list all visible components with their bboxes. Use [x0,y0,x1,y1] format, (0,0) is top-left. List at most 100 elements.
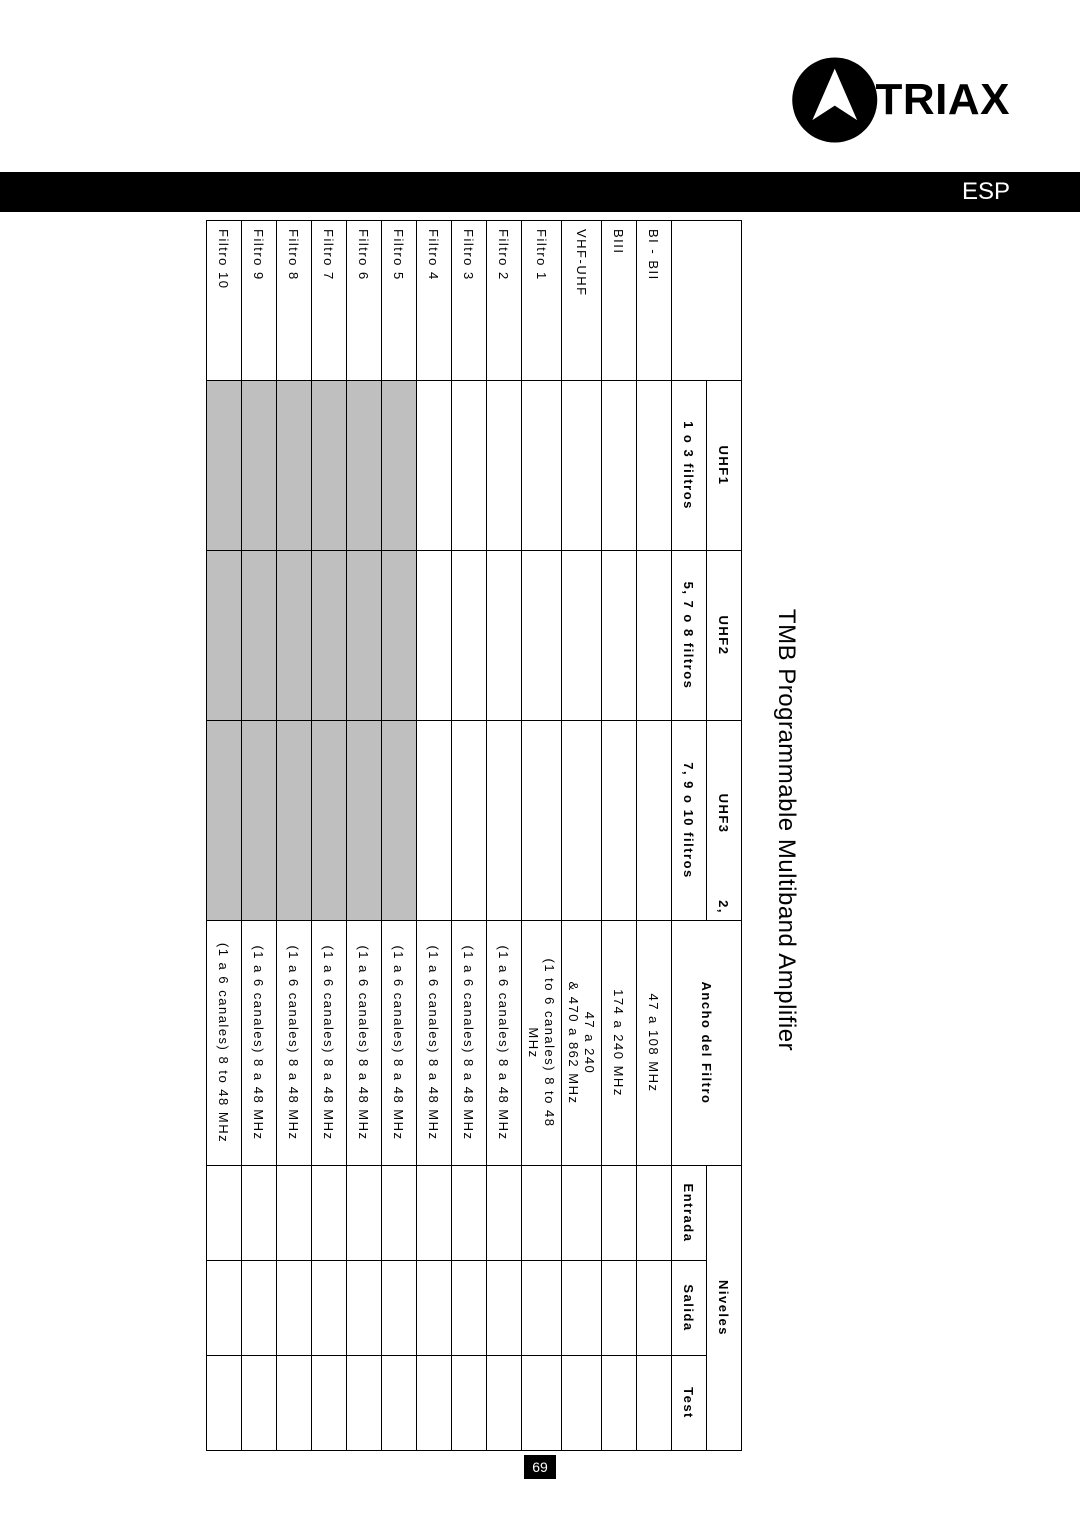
uhf-cell [521,721,561,921]
uhf-cell [451,381,486,551]
level-cell [486,1356,521,1451]
level-cell [602,1356,637,1451]
level-cell [276,1261,311,1356]
header-uhf1-sub: 1 o 3 filtros [672,381,707,551]
level-cell [637,1166,672,1261]
table-header-row: UHF1 UHF2 UHF3 2, Ancho del Filtro Nivel… [707,221,742,1451]
uhf-cell [206,721,241,921]
uhf-cell [637,551,672,721]
level-cell [602,1166,637,1261]
header-blank [672,221,742,381]
level-cell [206,1261,241,1356]
uhf-cell [602,721,637,921]
table-row: BI - BII 47 a 108 MHz [637,221,672,1451]
spec-table: UHF1 UHF2 UHF3 2, Ancho del Filtro Nivel… [206,220,742,1451]
table-row: BIII174 a 240 MHz [602,221,637,1451]
level-cell [521,1166,561,1261]
level-cell [451,1261,486,1356]
uhf-cell [381,381,416,551]
level-cell [521,1356,561,1451]
row-label: BI - BII [637,221,672,381]
header-uhf1: UHF1 [707,381,742,551]
uhf-cell [346,721,381,921]
uhf-cell [521,381,561,551]
uhf-cell [521,551,561,721]
table-row: VHF-UHF47 a 240& 470 a 862 MHz [561,221,601,1451]
fw-line: 47 a 240 [581,927,597,1159]
table-row: Filtro 7(1 a 6 canales) 8 a 48 MHz [311,221,346,1451]
uhf-cell [381,551,416,721]
uhf-cell [486,381,521,551]
filter-width-cell: (1 a 6 canales) 8 a 48 MHz [416,921,451,1166]
uhf-cell [311,381,346,551]
uhf-cell [206,381,241,551]
uhf-cell [276,721,311,921]
uhf-cell [346,381,381,551]
row-label: Filtro 8 [276,221,311,381]
brand-logo: TRIAX [790,55,1010,145]
filter-width-cell: 47 a 240& 470 a 862 MHz [561,921,601,1166]
filter-width-cell: (1 a 6 canales) 8 a 48 MHz [381,921,416,1166]
row-label: Filtro 10 [206,221,241,381]
uhf-cell [637,721,672,921]
level-cell [381,1261,416,1356]
level-cell [311,1166,346,1261]
filter-width-cell: 47 a 108 MHz [637,921,672,1166]
table-row: Filtro 3 (1 a 6 canales) 8 a 48 MHz [451,221,486,1451]
level-cell [416,1166,451,1261]
filter-width-cell: (1 a 6 canales) 8 a 48 MHz [451,921,486,1166]
uhf-cell [561,721,601,921]
table-row: Filtro 8 (1 a 6 canales) 8 a 48 MHz [276,221,311,1451]
uhf-cell [346,551,381,721]
level-cell [637,1261,672,1356]
fw-line: & 470 a 862 MHz [566,927,582,1159]
level-cell [486,1166,521,1261]
level-cell [346,1356,381,1451]
row-label: Filtro 4 [416,221,451,381]
uhf-cell [241,721,276,921]
row-label: Filtro 3 [451,221,486,381]
table-row: Filtro 5(1 a 6 canales) 8 a 48 MHz [381,221,416,1451]
filter-width-cell: (1 a 6 canales) 8 a 48 MHz [276,921,311,1166]
table-row: Filtro 4 (1 a 6 canales) 8 a 48 MHz [416,221,451,1451]
fw-line: MHz [526,927,542,1159]
level-cell [486,1261,521,1356]
uhf-cell [416,721,451,921]
uhf-cell [416,381,451,551]
uhf-cell [486,721,521,921]
row-label: Filtro 6 [346,221,381,381]
row-label: Filtro 2 [486,221,521,381]
header-uhf2: UHF2 [707,551,742,721]
row-label: Filtro 9 [241,221,276,381]
header-uhf3-sub: 7, 9 o 10 filtros [672,721,707,921]
header-levels: Niveles [707,1166,742,1451]
level-cell [241,1166,276,1261]
header-level-out: Salida [672,1261,707,1356]
page-number: 69 [524,1455,556,1479]
uhf-cell [602,551,637,721]
level-cell [381,1356,416,1451]
header-level-test: Test [672,1356,707,1451]
level-cell [451,1356,486,1451]
uhf-cell [311,551,346,721]
table-row: Filtro 6 (1 a 6 canales) 8 a 48 MHz [346,221,381,1451]
filter-width-cell: (1 a 6 canales) 8 a 48 MHz [346,921,381,1166]
uhf-cell [637,381,672,551]
filter-width-cell: 174 a 240 MHz [602,921,637,1166]
level-cell [637,1356,672,1451]
filter-width-cell: (1 to 6 canales) 8 to 48MHz [521,921,561,1166]
row-label: Filtro 7 [311,221,346,381]
filter-width-cell: (1 a 6 canales) 8 to 48 MHz [206,921,241,1166]
level-cell [381,1166,416,1261]
level-cell [416,1356,451,1451]
level-cell [561,1356,601,1451]
uhf-cell [206,551,241,721]
uhf-cell [602,381,637,551]
level-cell [241,1261,276,1356]
uhf-cell [451,551,486,721]
table-header-row: 1 o 3 filtros 5, 7 o 8 filtros 7, 9 o 10… [672,221,707,1451]
uhf-cell [486,551,521,721]
language-tag: ESP [962,178,1010,206]
language-bar: ESP [0,172,1080,212]
header-uhf2-sub: 5, 7 o 8 filtros [672,551,707,721]
